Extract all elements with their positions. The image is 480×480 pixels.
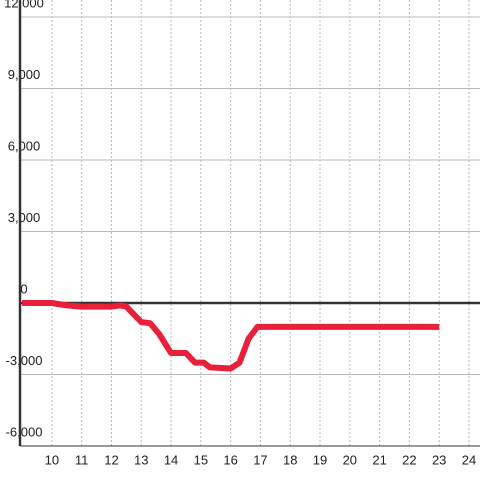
y-tick-label: 12,000 bbox=[4, 0, 44, 10]
x-tick-label: 22 bbox=[402, 452, 416, 467]
x-tick-label: 17 bbox=[253, 452, 267, 467]
x-tick-label: 16 bbox=[223, 452, 237, 467]
x-tick-label: 11 bbox=[75, 452, 89, 467]
data-line bbox=[22, 300, 440, 372]
x-tick-label: 14 bbox=[164, 452, 178, 467]
y-tick-label: 3,000 bbox=[8, 210, 41, 225]
y-tick-label: -6,000 bbox=[6, 424, 43, 439]
x-tick-label: 15 bbox=[194, 452, 208, 467]
x-tick-label: 21 bbox=[372, 452, 386, 467]
x-tick-label: 24 bbox=[462, 452, 476, 467]
y-tick-label: 6,000 bbox=[8, 138, 41, 153]
y-tick-label: 9,000 bbox=[8, 67, 41, 82]
x-tick-label: 19 bbox=[313, 452, 327, 467]
x-tick-label: 12 bbox=[104, 452, 118, 467]
x-tick-label: 23 bbox=[432, 452, 446, 467]
y-tick-label: 0 bbox=[20, 281, 27, 296]
y-tick-label: -3,000 bbox=[6, 353, 43, 368]
x-tick-label: 10 bbox=[45, 452, 59, 467]
x-tick-label: 13 bbox=[134, 452, 148, 467]
x-tick-label: 20 bbox=[343, 452, 357, 467]
x-tick-label: 18 bbox=[283, 452, 297, 467]
